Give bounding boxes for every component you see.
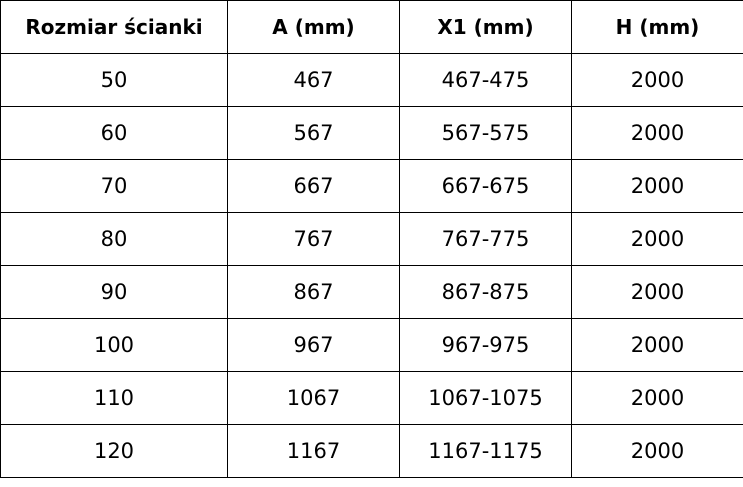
header-row: Rozmiar ścianki A (mm) X1 (mm) H (mm) xyxy=(0,0,743,54)
cell-h: 2000 xyxy=(571,106,743,160)
cell-a: 467 xyxy=(227,53,400,107)
header-h: H (mm) xyxy=(571,0,743,54)
cell-a: 767 xyxy=(227,212,400,266)
cell-size: 90 xyxy=(0,265,228,319)
table-row: 60 567 567-575 2000 xyxy=(0,106,743,160)
header-a: A (mm) xyxy=(227,0,400,54)
cell-a: 867 xyxy=(227,265,400,319)
cell-x1: 867-875 xyxy=(399,265,572,319)
header-size: Rozmiar ścianki xyxy=(0,0,228,54)
cell-x1: 667-675 xyxy=(399,159,572,213)
cell-size: 110 xyxy=(0,371,228,425)
header-x1: X1 (mm) xyxy=(399,0,572,54)
cell-h: 2000 xyxy=(571,265,743,319)
cell-x1: 1067-1075 xyxy=(399,371,572,425)
cell-a: 667 xyxy=(227,159,400,213)
table-row: 120 1167 1167-1175 2000 xyxy=(0,424,743,478)
table-row: 110 1067 1067-1075 2000 xyxy=(0,371,743,425)
cell-a: 1167 xyxy=(227,424,400,478)
table-row: 80 767 767-775 2000 xyxy=(0,212,743,266)
table-row: 50 467 467-475 2000 xyxy=(0,53,743,107)
cell-size: 100 xyxy=(0,318,228,372)
cell-size: 50 xyxy=(0,53,228,107)
cell-size: 70 xyxy=(0,159,228,213)
table-row: 70 667 667-675 2000 xyxy=(0,159,743,213)
cell-h: 2000 xyxy=(571,424,743,478)
cell-x1: 1167-1175 xyxy=(399,424,572,478)
table-row: 100 967 967-975 2000 xyxy=(0,318,743,372)
cell-size: 120 xyxy=(0,424,228,478)
cell-x1: 467-475 xyxy=(399,53,572,107)
cell-size: 60 xyxy=(0,106,228,160)
cell-a: 967 xyxy=(227,318,400,372)
cell-h: 2000 xyxy=(571,53,743,107)
cell-a: 567 xyxy=(227,106,400,160)
cell-h: 2000 xyxy=(571,212,743,266)
table-row: 90 867 867-875 2000 xyxy=(0,265,743,319)
cell-x1: 767-775 xyxy=(399,212,572,266)
cell-x1: 567-575 xyxy=(399,106,572,160)
cell-x1: 967-975 xyxy=(399,318,572,372)
cell-h: 2000 xyxy=(571,371,743,425)
cell-h: 2000 xyxy=(571,159,743,213)
cell-a: 1067 xyxy=(227,371,400,425)
cell-h: 2000 xyxy=(571,318,743,372)
cell-size: 80 xyxy=(0,212,228,266)
